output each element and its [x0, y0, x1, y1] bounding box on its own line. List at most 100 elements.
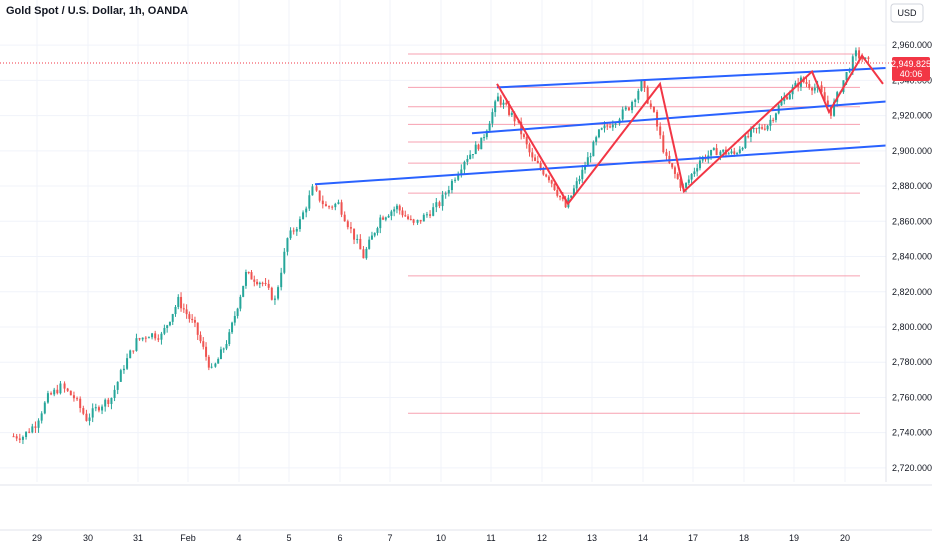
x-tick-label: 20	[840, 533, 850, 543]
candle-up	[502, 102, 505, 105]
candle-up	[334, 203, 337, 208]
y-tick-label: 2,900.000	[892, 146, 932, 156]
candle-down	[531, 152, 534, 158]
last-price-background	[892, 57, 930, 82]
candle-up	[813, 87, 816, 91]
candle-down	[761, 127, 764, 129]
candle-down	[191, 318, 194, 321]
candle-down	[261, 282, 264, 284]
candle-down	[188, 314, 191, 319]
candle-up	[88, 417, 91, 421]
candle-up	[135, 338, 138, 351]
candle-up	[219, 349, 222, 360]
candle-down	[553, 183, 556, 191]
candle-down	[382, 217, 385, 220]
candle-up	[147, 337, 150, 339]
candle-down	[66, 388, 69, 391]
candle-down	[256, 281, 259, 285]
candle-up	[368, 239, 371, 249]
axes: 2,720.000 2,740.000 2,760.000 2,780.000 2,80…	[0, 0, 932, 543]
candle-up	[570, 195, 573, 198]
candle-up	[231, 322, 234, 333]
candle-up	[277, 287, 280, 299]
x-tick-label: 18	[739, 533, 749, 543]
candle-down	[292, 230, 295, 232]
candle-up	[698, 160, 701, 169]
candle-up	[311, 186, 314, 196]
candle-down	[82, 408, 85, 414]
candle-up	[848, 71, 851, 73]
x-tick-label: 12	[537, 533, 547, 543]
last-price-value: 2,949.825	[891, 59, 931, 69]
candle-up	[460, 169, 463, 175]
x-tick-label: 5	[286, 533, 291, 543]
currency-button[interactable]	[890, 3, 924, 23]
candle-up	[177, 296, 180, 307]
candle-up	[214, 363, 217, 367]
candle-up	[280, 272, 283, 288]
candle-down	[534, 157, 537, 161]
candle-up	[101, 406, 104, 411]
candle-up	[171, 314, 174, 322]
candle-up	[46, 393, 49, 403]
candle-up	[356, 238, 359, 240]
y-tick-label: 2,800.000	[892, 322, 932, 332]
candle-down	[763, 128, 766, 130]
x-tick-label: 31	[133, 533, 143, 543]
candle-up	[166, 325, 169, 329]
candle-up	[441, 194, 444, 207]
candle-up	[242, 285, 245, 297]
candle-up	[25, 431, 28, 437]
candle-down	[132, 350, 135, 352]
candle-up	[110, 397, 113, 404]
candle-up	[163, 328, 166, 334]
x-tick-label: 13	[587, 533, 597, 543]
countdown-value: 40:06	[900, 69, 923, 79]
candle-down	[525, 137, 528, 145]
candle-down	[429, 214, 432, 216]
candle-down	[318, 190, 321, 201]
candle-down	[419, 219, 422, 222]
candle-up	[794, 82, 797, 88]
candle-down	[324, 204, 327, 207]
y-tick-label: 2,840.000	[892, 252, 932, 262]
candle-down	[346, 221, 349, 228]
candle-up	[595, 137, 598, 142]
candle-down	[826, 100, 829, 107]
candle-down	[564, 199, 567, 208]
candle-down	[15, 436, 18, 439]
candle-up	[611, 124, 614, 128]
candle-up	[510, 112, 513, 115]
candle-down	[247, 272, 250, 274]
candle-up	[586, 157, 589, 167]
candle-up	[496, 96, 499, 102]
candle-up	[53, 389, 56, 395]
candle-up	[129, 350, 132, 359]
candle-up	[94, 407, 97, 409]
candle-up	[160, 333, 163, 340]
candle-up	[236, 308, 239, 316]
x-tick-label: 4	[236, 533, 241, 543]
candle-down	[18, 438, 21, 440]
candle-down	[550, 180, 553, 184]
candle-up	[774, 113, 777, 120]
candle-down	[477, 144, 480, 150]
x-tick-label: 19	[789, 533, 799, 543]
candle-down	[786, 96, 789, 100]
candle-up	[851, 56, 854, 72]
candle-up	[575, 181, 578, 189]
candle-down	[196, 322, 199, 335]
candle-up	[116, 381, 119, 390]
candle-down	[199, 334, 202, 342]
candle-up	[222, 348, 225, 350]
candle-down	[328, 206, 331, 208]
candle-down	[401, 210, 404, 216]
candle-down	[404, 215, 407, 217]
candle-up	[712, 148, 715, 150]
candle-up	[845, 72, 848, 81]
candle-up	[286, 238, 289, 252]
candle-up	[685, 182, 688, 188]
candle-up	[422, 214, 425, 222]
